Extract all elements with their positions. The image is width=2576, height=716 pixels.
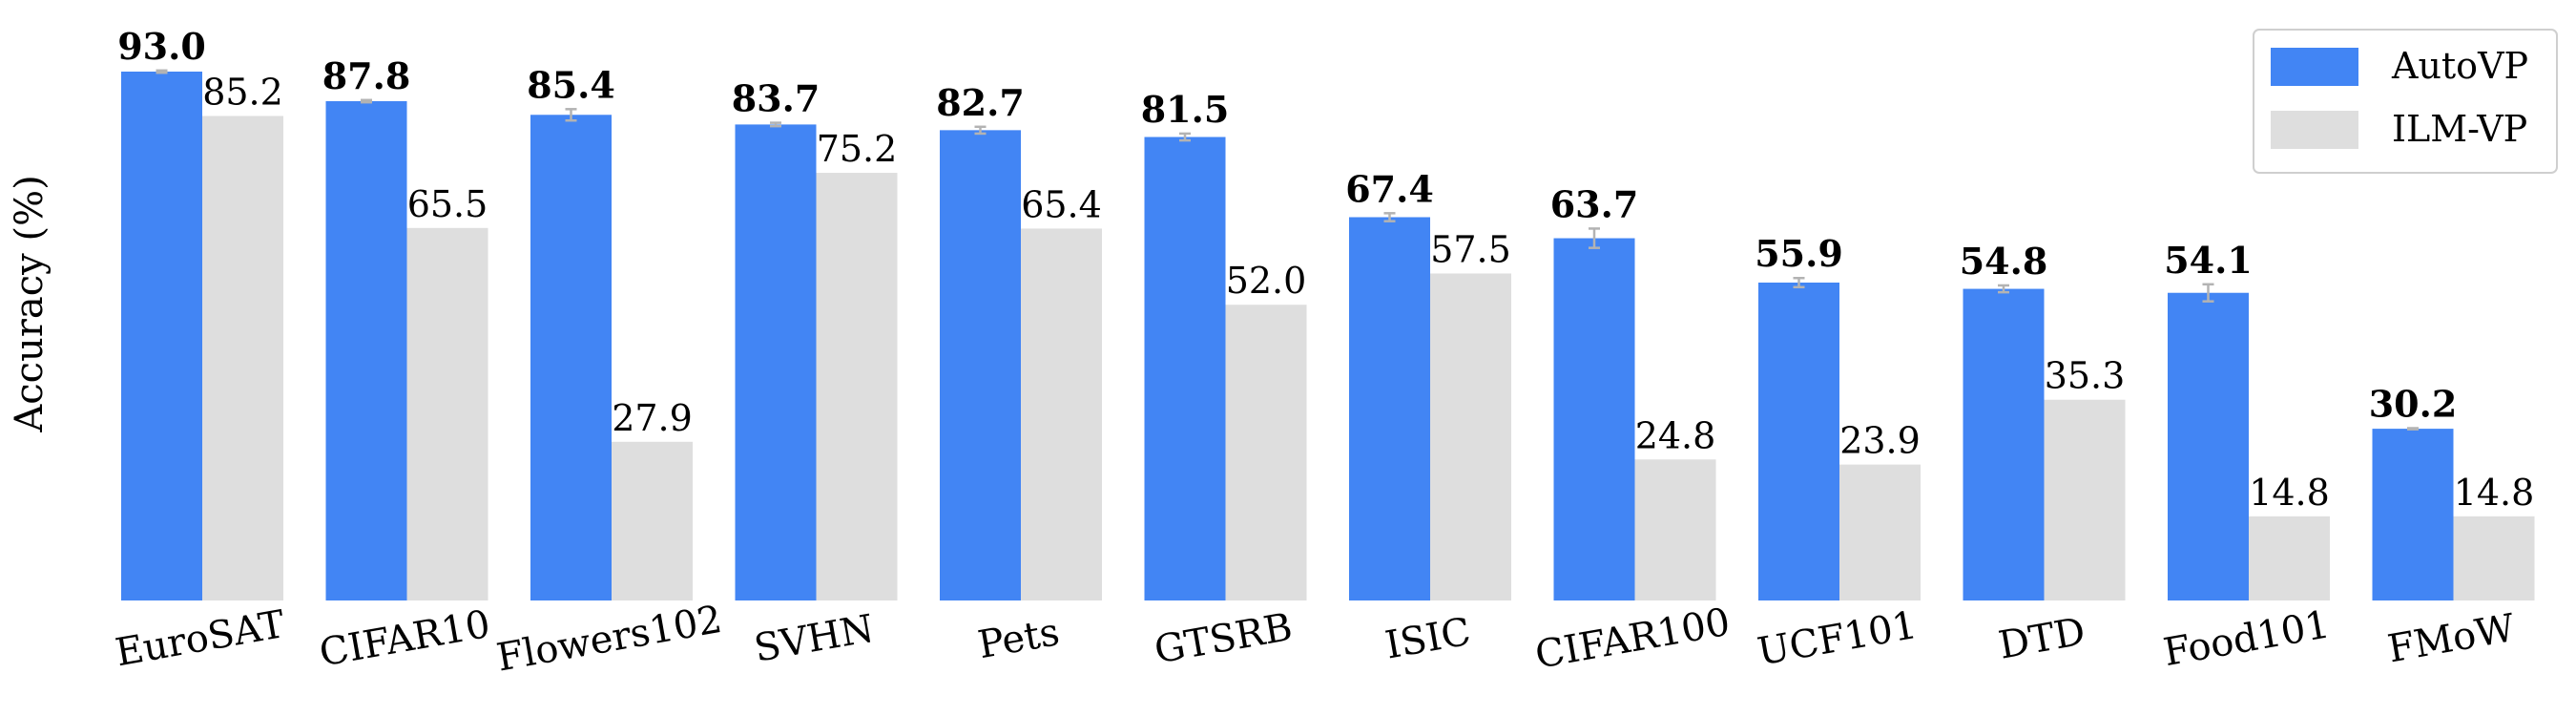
legend: AutoVP ILM-VP	[2253, 29, 2558, 174]
x-tick-cifar10: CIFAR10	[316, 602, 493, 676]
bar-ilm-vp-flowers102	[612, 441, 693, 600]
value-label-autovp-cifar100: 63.7	[1550, 182, 1639, 225]
error-bar-autovp-eurosat	[156, 69, 168, 74]
bar-ilm-vp-cifar10	[406, 227, 488, 600]
bar-autovp-cifar100	[1553, 238, 1635, 600]
bar-ilm-vp-isic	[1430, 273, 1511, 600]
value-label-autovp-fmow: 30.2	[2369, 383, 2458, 426]
bar-autovp-svhn	[735, 124, 817, 600]
value-label-autovp-gtsrb: 81.5	[1141, 88, 1230, 131]
value-label-autovp-food101: 54.1	[2164, 239, 2253, 282]
bar-ilm-vp-eurosat	[202, 116, 283, 601]
value-label-ilm-vp-flowers102: 27.9	[612, 397, 693, 439]
error-bar-autovp-svhn	[770, 121, 781, 128]
error-bar-autovp-food101	[2202, 283, 2214, 303]
x-tick-svhn: SVHN	[751, 607, 877, 671]
x-tick-gtsrb: GTSRB	[1152, 605, 1296, 673]
value-label-ilm-vp-fmow: 14.8	[2454, 472, 2535, 514]
bar-ilm-vp-food101	[2249, 516, 2330, 600]
value-label-ilm-vp-cifar100: 24.8	[1635, 414, 1716, 456]
error-bar-autovp-fmow	[2407, 427, 2419, 431]
error-bar-autovp-isic	[1383, 212, 1396, 222]
legend-label-ilm-vp: ILM-VP	[2392, 108, 2527, 150]
x-tick-isic: ISIC	[1382, 610, 1474, 668]
x-tick-flowers102: Flowers102	[493, 598, 725, 681]
legend-swatch-autovp	[2271, 48, 2358, 86]
x-tick-cifar100: CIFAR100	[1532, 600, 1734, 678]
legend-label-autovp: AutoVP	[2391, 45, 2528, 87]
value-label-ilm-vp-dtd: 35.3	[2045, 355, 2126, 397]
bar-ilm-vp-fmow	[2453, 516, 2535, 600]
value-label-autovp-flowers102: 85.4	[527, 63, 615, 106]
x-tick-pets: Pets	[975, 610, 1063, 667]
bars-layer	[121, 69, 2535, 601]
bar-autovp-food101	[2168, 292, 2249, 600]
value-label-autovp-isic: 67.4	[1345, 167, 1434, 210]
bar-ilm-vp-cifar100	[1634, 459, 1716, 600]
value-label-ilm-vp-food101: 14.8	[2249, 472, 2330, 514]
bar-autovp-flowers102	[530, 115, 612, 600]
error-bar-autovp-dtd	[1998, 284, 2009, 294]
bar-autovp-isic	[1349, 217, 1430, 600]
value-label-autovp-dtd: 54.8	[1960, 240, 2048, 283]
x-tick-eurosat: EuroSAT	[113, 602, 289, 675]
bar-ilm-vp-ucf101	[1839, 464, 1921, 600]
x-tick-food101: Food101	[2160, 602, 2333, 675]
error-bar-autovp-ucf101	[1793, 276, 1805, 289]
x-tick-fmow: FMoW	[2384, 606, 2518, 672]
bar-ilm-vp-pets	[1021, 228, 1102, 600]
value-label-autovp-svhn: 83.7	[732, 77, 821, 120]
error-bar-autovp-cifar100	[1589, 227, 1600, 249]
x-tick-ucf101: UCF101	[1755, 603, 1921, 675]
value-label-autovp-cifar10: 87.8	[322, 54, 411, 97]
value-label-ilm-vp-cifar10: 65.5	[407, 183, 488, 225]
bar-autovp-cifar10	[325, 100, 407, 601]
value-labels-layer: 93.085.2 87.8 65.5 85.4 27.9 83.7 75.2 82.7 65.4…	[117, 25, 2534, 514]
x-tick-dtd: DTD	[1996, 610, 2088, 668]
bar-autovp-pets	[940, 130, 1021, 600]
value-label-ilm-vp-ucf101: 23.9	[1839, 420, 1921, 462]
value-label-autovp-ucf101: 55.9	[1755, 232, 1843, 275]
bar-ilm-vp-dtd	[2044, 399, 2126, 600]
bar-ilm-vp-gtsrb	[1225, 305, 1307, 600]
x-tick-labels: EuroSAT CIFAR10 Flowers102 SVHN Pets GTSRB ISI…	[113, 598, 2519, 681]
y-axis-title: Accuracy (%)	[8, 175, 52, 432]
value-label-ilm-vp-eurosat: 85.2	[202, 71, 283, 113]
value-label-ilm-vp-gtsrb: 52.0	[1226, 260, 1307, 302]
error-bar-autovp-flowers102	[565, 108, 577, 122]
error-bar-autovp-pets	[974, 125, 987, 136]
value-label-ilm-vp-isic: 57.5	[1430, 228, 1511, 270]
bar-autovp-fmow	[2372, 429, 2454, 600]
value-label-autovp-eurosat: 93.0	[117, 25, 206, 68]
error-bar-autovp-cifar10	[361, 98, 372, 104]
value-label-ilm-vp-svhn: 75.2	[817, 128, 898, 170]
bar-ilm-vp-svhn	[816, 173, 898, 600]
error-bar-autovp-gtsrb	[1179, 132, 1191, 142]
bar-autovp-gtsrb	[1144, 137, 1226, 600]
bar-autovp-eurosat	[121, 72, 202, 600]
value-label-autovp-pets: 82.7	[936, 81, 1025, 124]
legend-swatch-ilm-vp	[2271, 111, 2358, 149]
value-label-ilm-vp-pets: 65.4	[1021, 183, 1102, 225]
bar-autovp-dtd	[1963, 288, 2045, 600]
bar-autovp-ucf101	[1758, 283, 1839, 600]
